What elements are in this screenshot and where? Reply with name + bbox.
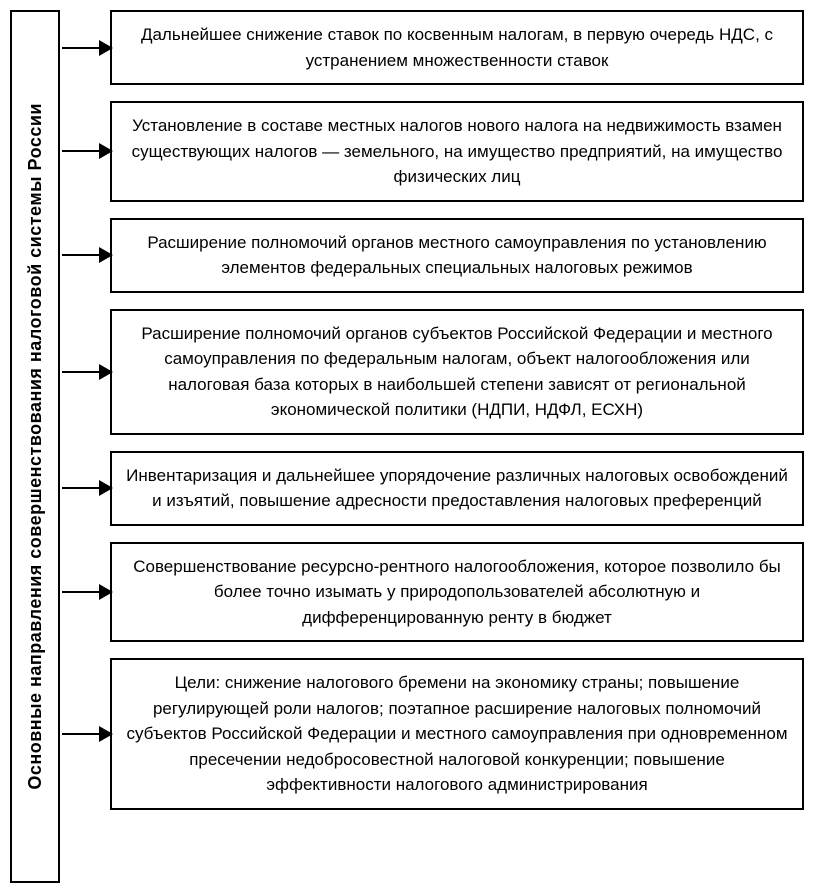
arrow-icon	[62, 150, 112, 152]
direction-box: Расширение полномочий органов местного с…	[110, 218, 804, 293]
box-text: Установление в составе местных налогов н…	[132, 116, 783, 186]
goals-box: Цели: снижение налогового бремени на эко…	[110, 658, 804, 810]
box-text: Дальнейшее снижение ставок по косвенным …	[141, 25, 773, 70]
content-area: Дальнейшее снижение ставок по косвенным …	[60, 10, 804, 883]
arrow-icon	[62, 487, 112, 489]
sidebar: Основные направления совершенствования н…	[10, 10, 60, 883]
box-text: Расширение полномочий органов субъектов …	[141, 324, 772, 420]
direction-box: Дальнейшее снижение ставок по косвенным …	[110, 10, 804, 85]
arrow-icon	[62, 47, 112, 49]
arrow-icon	[62, 733, 112, 735]
box-text: Инвентаризация и дальнейшее упорядочение…	[126, 466, 788, 511]
direction-box: Установление в составе местных налогов н…	[110, 101, 804, 202]
direction-box: Совершенствование ресурсно-рентного нало…	[110, 542, 804, 643]
box-text: Цели: снижение налогового бремени на эко…	[126, 673, 787, 794]
arrow-icon	[62, 254, 112, 256]
arrow-icon	[62, 371, 112, 373]
direction-box: Инвентаризация и дальнейшее упорядочение…	[110, 451, 804, 526]
direction-box: Расширение полномочий органов субъектов …	[110, 309, 804, 435]
sidebar-label: Основные направления совершенствования н…	[25, 103, 46, 790]
box-text: Совершенствование ресурсно-рентного нало…	[133, 557, 781, 627]
box-text: Расширение полномочий органов местного с…	[147, 233, 766, 278]
diagram-container: Основные направления совершенствования н…	[10, 10, 804, 883]
arrow-icon	[62, 591, 112, 593]
